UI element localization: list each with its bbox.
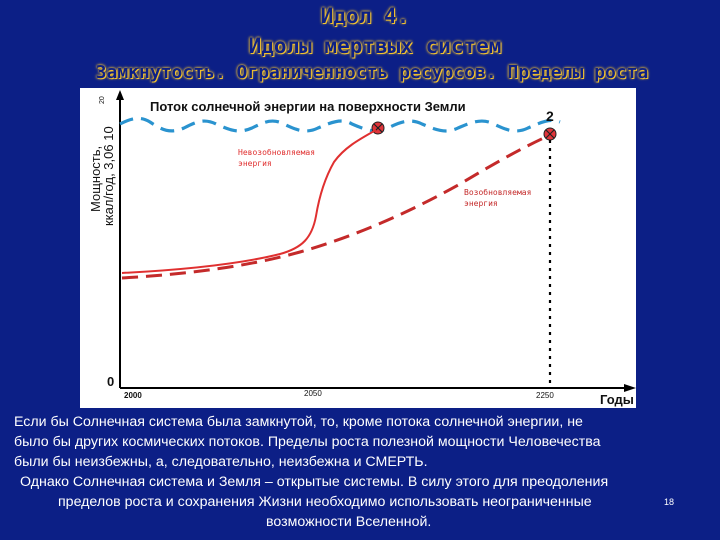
caption-line-3: были бы неизбежны, а, следовательно, неи…: [14, 454, 428, 470]
x-tick-2050: 2050: [304, 389, 322, 398]
x-tick-2250: 2250: [536, 391, 554, 400]
nonrenewable-label-2: энергия: [238, 159, 272, 168]
y-zero-label: 0: [107, 374, 114, 389]
solar-flux-curve: [119, 116, 561, 133]
renewable-energy-curve: [121, 134, 549, 280]
energy-diagram: Мощность, ккал/год, 3,06 10 20 0 Поток с…: [88, 90, 636, 407]
nonrenewable-energy-curve: [121, 129, 377, 274]
caption-line-1: Если бы Солнечная система была замкнутой…: [14, 414, 583, 430]
x-axis-unit: Годы: [600, 392, 634, 407]
caption-line-4: Однако Солнечная система и Земля – откры…: [20, 474, 609, 490]
renewable-label-1: Возобновляемая: [464, 187, 531, 197]
caption-line-5: пределов роста и сохранения Жизни необхо…: [58, 494, 592, 510]
page-number: 18: [664, 497, 675, 507]
diagram-panel: Мощность, ккал/год, 3,06 10 20 0 Поток с…: [80, 88, 636, 408]
diagram-heading: Поток солнечной энергии на поверхности З…: [150, 99, 466, 114]
caption-text: Если бы Солнечная система была замкнутой…: [14, 412, 714, 532]
slide-title: Идол 4.: [320, 4, 410, 28]
caption-line-6: возможности Вселенной.: [266, 514, 432, 530]
y-axis-arrow-icon: [116, 90, 124, 100]
nonrenewable-label-1: Невозобновляемая: [238, 147, 315, 157]
curve-marker-label: 2: [546, 108, 554, 124]
y-axis-label-exponent: 20: [99, 96, 106, 104]
y-axis-label-2: ккал/год, 3,06 10: [101, 126, 116, 226]
renewable-label-2: энергия: [464, 199, 498, 208]
caption-line-2: было бы других космических потоков. Пред…: [14, 434, 601, 450]
y-axis-label-1: Мощность,: [88, 146, 103, 212]
end-marker-cross-2: [545, 129, 555, 139]
x-axis-arrow-icon: [624, 384, 636, 392]
slide-topic: Замкнутость. Ограниченность ресурсов. Пр…: [95, 62, 649, 83]
x-tick-2000: 2000: [124, 391, 142, 400]
slide-subtitle: Идолы мертвых систем: [248, 34, 502, 58]
